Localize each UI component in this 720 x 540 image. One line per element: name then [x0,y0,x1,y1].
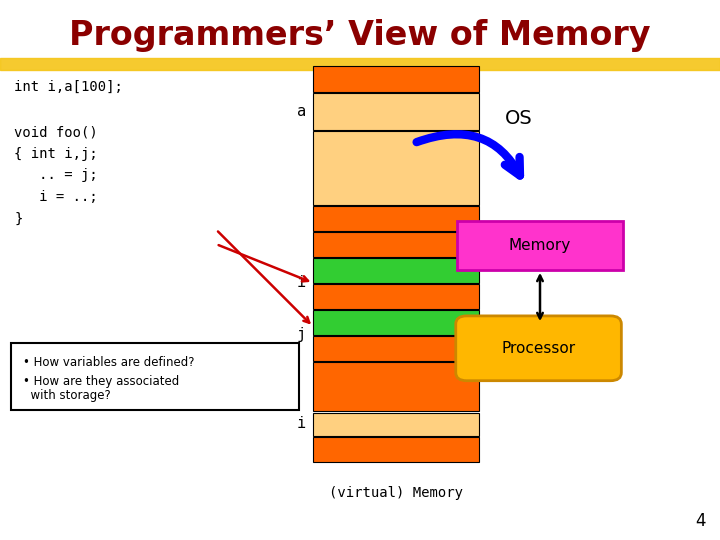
Text: with storage?: with storage? [23,389,111,402]
Bar [313,336,479,361]
FancyBboxPatch shape [11,343,299,410]
Text: (virtual) Memory: (virtual) Memory [329,486,463,500]
Bar [313,437,479,462]
Bar [313,131,479,205]
Bar [313,206,479,231]
Text: i = ..;: i = ..; [14,190,98,204]
Bar [313,93,479,130]
Bar [0,58,720,70]
Text: • How are they associated: • How are they associated [23,375,179,388]
Text: }: } [14,212,23,226]
Text: OS: OS [505,109,532,129]
Text: i: i [297,416,306,431]
FancyArrowPatch shape [417,134,520,176]
Text: int i,a[100];: int i,a[100]; [14,79,123,93]
Bar [313,310,479,335]
Bar [313,258,479,283]
Text: Memory: Memory [509,238,571,253]
Text: 4: 4 [695,512,706,530]
Text: void foo(): void foo() [14,125,98,139]
Text: i: i [297,275,306,291]
Bar [457,221,623,270]
Text: a: a [297,104,306,119]
Bar [313,284,479,309]
Text: j: j [297,327,306,342]
Bar [313,232,479,257]
Text: Programmers’ View of Memory: Programmers’ View of Memory [69,18,651,52]
Bar [313,66,479,92]
Text: • How variables are defined?: • How variables are defined? [23,356,194,369]
Bar [313,413,479,436]
Text: Processor: Processor [502,341,575,356]
Bar [313,362,479,411]
Text: { int i,j;: { int i,j; [14,147,98,161]
FancyBboxPatch shape [456,316,621,381]
Text: .. = j;: .. = j; [14,168,98,183]
